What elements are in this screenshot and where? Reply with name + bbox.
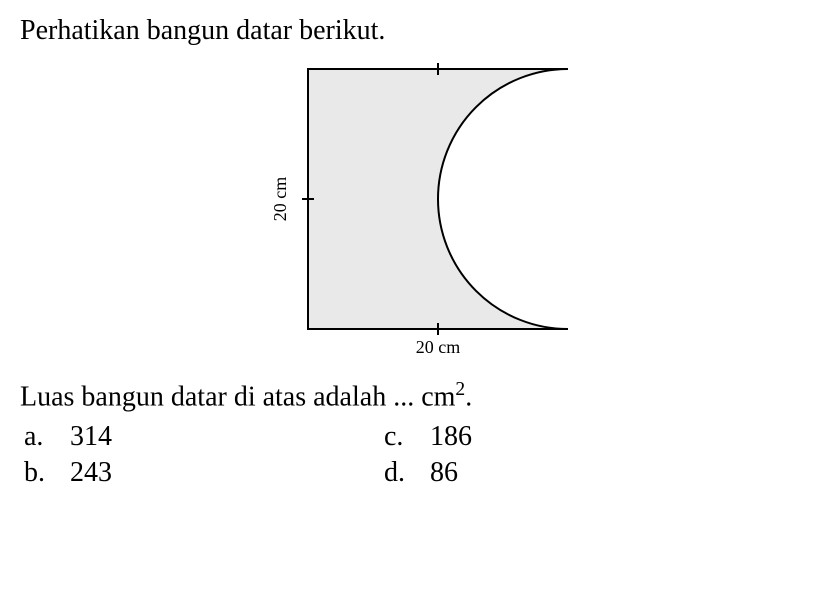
option-d-letter: d. — [384, 457, 412, 489]
question-post: . — [465, 381, 472, 412]
figure-container: 20 cm 20 cm — [20, 59, 816, 364]
problem-prompt: Perhatikan bangun datar berikut. — [20, 15, 816, 47]
shape-svg: 20 cm 20 cm — [248, 59, 588, 359]
option-a-value: 314 — [70, 421, 112, 453]
option-d: d. 86 — [384, 457, 744, 489]
option-b-letter: b. — [24, 457, 52, 489]
question-text: Luas bangun datar di atas adalah ... cm2… — [20, 379, 816, 413]
option-c-letter: c. — [384, 421, 412, 453]
svg-text:20 cm: 20 cm — [416, 337, 461, 357]
answer-options: a. 314 c. 186 b. 243 d. 86 — [20, 421, 816, 489]
option-b: b. 243 — [24, 457, 384, 489]
option-b-value: 243 — [70, 457, 112, 489]
option-a: a. 314 — [24, 421, 384, 453]
geometry-figure: 20 cm 20 cm — [248, 59, 588, 364]
option-c: c. 186 — [384, 421, 744, 453]
option-d-value: 86 — [430, 457, 458, 489]
question-pre: Luas bangun datar di atas adalah ... cm — [20, 381, 455, 412]
option-a-letter: a. — [24, 421, 52, 453]
prompt-text: Perhatikan bangun datar berikut. — [20, 15, 385, 46]
question-superscript: 2 — [455, 379, 465, 400]
svg-text:20 cm: 20 cm — [270, 177, 290, 222]
option-c-value: 186 — [430, 421, 472, 453]
